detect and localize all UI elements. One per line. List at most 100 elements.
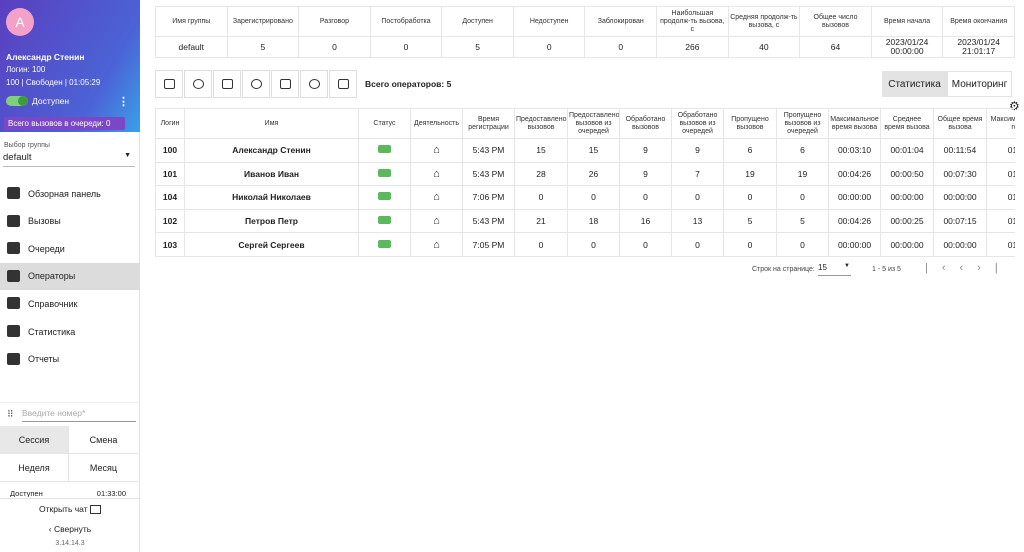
operator-cell: 103 — [155, 232, 185, 257]
operators-header: Предоставлено вызовов из очередей — [567, 108, 620, 139]
summary-cell: 0 — [584, 36, 658, 58]
operator-row[interactable]: 103 Сергей Сергеев ⌂ 7:05 PM 0 0 0 0 0 0 00:00:00 0… — [155, 232, 1015, 257]
period-tab[interactable]: Сессия — [0, 426, 69, 454]
summary-header: Общее число вызовов — [799, 6, 872, 37]
operators-header: Деятельность — [410, 108, 463, 139]
toolbar-button[interactable] — [242, 70, 270, 98]
operator-cell: 00:11:54 — [933, 138, 987, 163]
menu-dots[interactable]: ⋮ — [118, 96, 129, 108]
toggle[interactable] — [6, 96, 28, 106]
nav-icon — [7, 187, 20, 199]
rows-select[interactable]: 15 ▼ — [818, 263, 851, 276]
toolbar-button[interactable] — [300, 70, 328, 98]
period-tab[interactable]: Смена — [69, 426, 138, 454]
operator-cell: 0 — [723, 232, 777, 257]
summary-header: Зарегистрировано — [226, 6, 300, 37]
operator-cell: 102 — [155, 208, 185, 234]
page-nav[interactable]: |‹‹›| — [925, 262, 1012, 274]
summary-header: Разговор — [298, 6, 371, 37]
operator-cell: 19 — [776, 161, 829, 187]
group-label: Выбор группы — [4, 142, 50, 149]
operator-cell: 00:00:00 — [880, 185, 934, 210]
operator-cell: 00:07:30 — [933, 161, 987, 187]
operator-cell: 16 — [619, 208, 672, 234]
operator-row[interactable]: 104 Николай Николаев ⌂ 7:06 PM 0 0 0 0 0 0 00:00:0… — [155, 185, 1015, 210]
operator-cell: 0 — [514, 185, 568, 210]
nav-item[interactable]: Очереди — [0, 235, 140, 262]
summary-cell: 266 — [656, 36, 729, 58]
phone-input[interactable]: Введите номер* — [22, 408, 136, 422]
view-tab[interactable]: Мониторинг — [947, 71, 1012, 97]
period-tab[interactable]: Неделя — [0, 454, 69, 482]
operator-row[interactable]: 100 Александр Стенин ⌂ 5:43 PM 15 15 9 9 6 6 00:03… — [155, 138, 1015, 163]
operator-cell: 00:07:15 — [933, 208, 987, 234]
summary-header: Доступен — [441, 6, 514, 37]
nav-item[interactable]: Вызовы — [0, 208, 140, 235]
nav-item[interactable]: Обзорная панель — [0, 180, 140, 207]
operator-cell: 5 — [776, 208, 829, 234]
nav-label: Очереди — [28, 243, 65, 254]
chat-label: Открыть чат — [39, 504, 88, 514]
summary-header: Недоступен — [512, 6, 586, 37]
operators-total: Всего операторов: 5 — [365, 79, 452, 89]
status-icon — [378, 145, 391, 154]
nav-item[interactable]: Справочник — [0, 290, 140, 317]
operator-cell: 104 — [155, 185, 185, 210]
summary-cell: 2023/01/24 21:01:17 — [942, 36, 1015, 58]
operator-cell: 00:01:04 — [880, 138, 934, 163]
group-value: default — [3, 152, 32, 163]
operator-cell: 00:00:50 — [880, 161, 934, 187]
nav-item[interactable]: Статистика — [0, 318, 140, 345]
operator-name: Николай Николаев — [184, 185, 359, 210]
operator-cell: 0 — [619, 232, 672, 257]
summary-cell: 0 — [512, 36, 586, 58]
sidebar: A Александр Стенин Логин: 100 100 | Своб… — [0, 0, 140, 552]
operator-row[interactable]: 102 Петров Петр ⌂ 5:43 PM 21 18 16 13 5 5 00:04:26… — [155, 208, 1015, 234]
operators-header: Имя — [184, 108, 359, 139]
summary-header: Заблокирован — [584, 6, 658, 37]
operator-cell: 5:43 PM — [462, 138, 515, 163]
operator-cell: 6 — [723, 138, 777, 163]
period-tab[interactable]: Месяц — [69, 454, 138, 482]
view-tab[interactable]: Статистика — [882, 71, 947, 97]
operator-cell: 00:00:00 — [933, 232, 987, 257]
nav-item[interactable]: Операторы — [0, 262, 140, 290]
operator-cell: 28 — [514, 161, 568, 187]
toolbar-button[interactable] — [271, 70, 299, 98]
status-cell — [358, 161, 411, 187]
chat-button[interactable]: Открыть чат — [0, 498, 140, 518]
toolbar-button[interactable] — [329, 70, 357, 98]
toolbar-button[interactable] — [155, 70, 183, 98]
operators-header: Обработано вызовов из очередей — [671, 108, 724, 139]
stat-label: Доступен — [10, 489, 43, 497]
operator-name: Иванов Иван — [184, 161, 359, 187]
user-login: Логин: 100 — [6, 65, 46, 74]
operator-cell: 5:43 PM — [462, 208, 515, 234]
operator-cell: 15 — [514, 138, 568, 163]
toolbar-icon — [163, 79, 175, 89]
operators-header: Среднее время вызова — [880, 108, 934, 139]
toolbar-button[interactable] — [213, 70, 241, 98]
operator-cell: 00:00:00 — [933, 185, 987, 210]
operator-cell: 00:00:00 — [880, 232, 934, 257]
status-cell — [358, 185, 411, 210]
summary-cell: 2023/01/24 00:00:00 — [870, 36, 944, 58]
collapse-button[interactable]: ‹ Свернуть — [48, 524, 92, 534]
version: 3.14.14.3 — [55, 540, 85, 547]
toolbar-button[interactable] — [184, 70, 212, 98]
nav-label: Отчеты — [28, 354, 60, 365]
operators-header: Логин — [155, 108, 185, 139]
operator-row[interactable]: 101 Иванов Иван ⌂ 5:43 PM 28 26 9 7 19 19 00:04:26… — [155, 161, 1015, 187]
nav-icon — [7, 269, 20, 282]
summary-header: Наибольшая продолж-ть вызова, с — [656, 6, 729, 37]
operator-cell: 01:4 — [986, 185, 1015, 210]
operator-cell: 0 — [776, 185, 829, 210]
nav-item[interactable]: Отчеты — [0, 346, 140, 373]
settings-icon[interactable]: ⚙ — [1009, 99, 1020, 113]
operator-cell: 100 — [155, 138, 185, 163]
group-select[interactable]: default ▼ — [3, 152, 135, 167]
status-icon — [378, 239, 391, 248]
operator-cell: 0 — [514, 232, 568, 257]
toolbar-icon — [221, 79, 233, 89]
operator-cell: 9 — [671, 138, 724, 163]
